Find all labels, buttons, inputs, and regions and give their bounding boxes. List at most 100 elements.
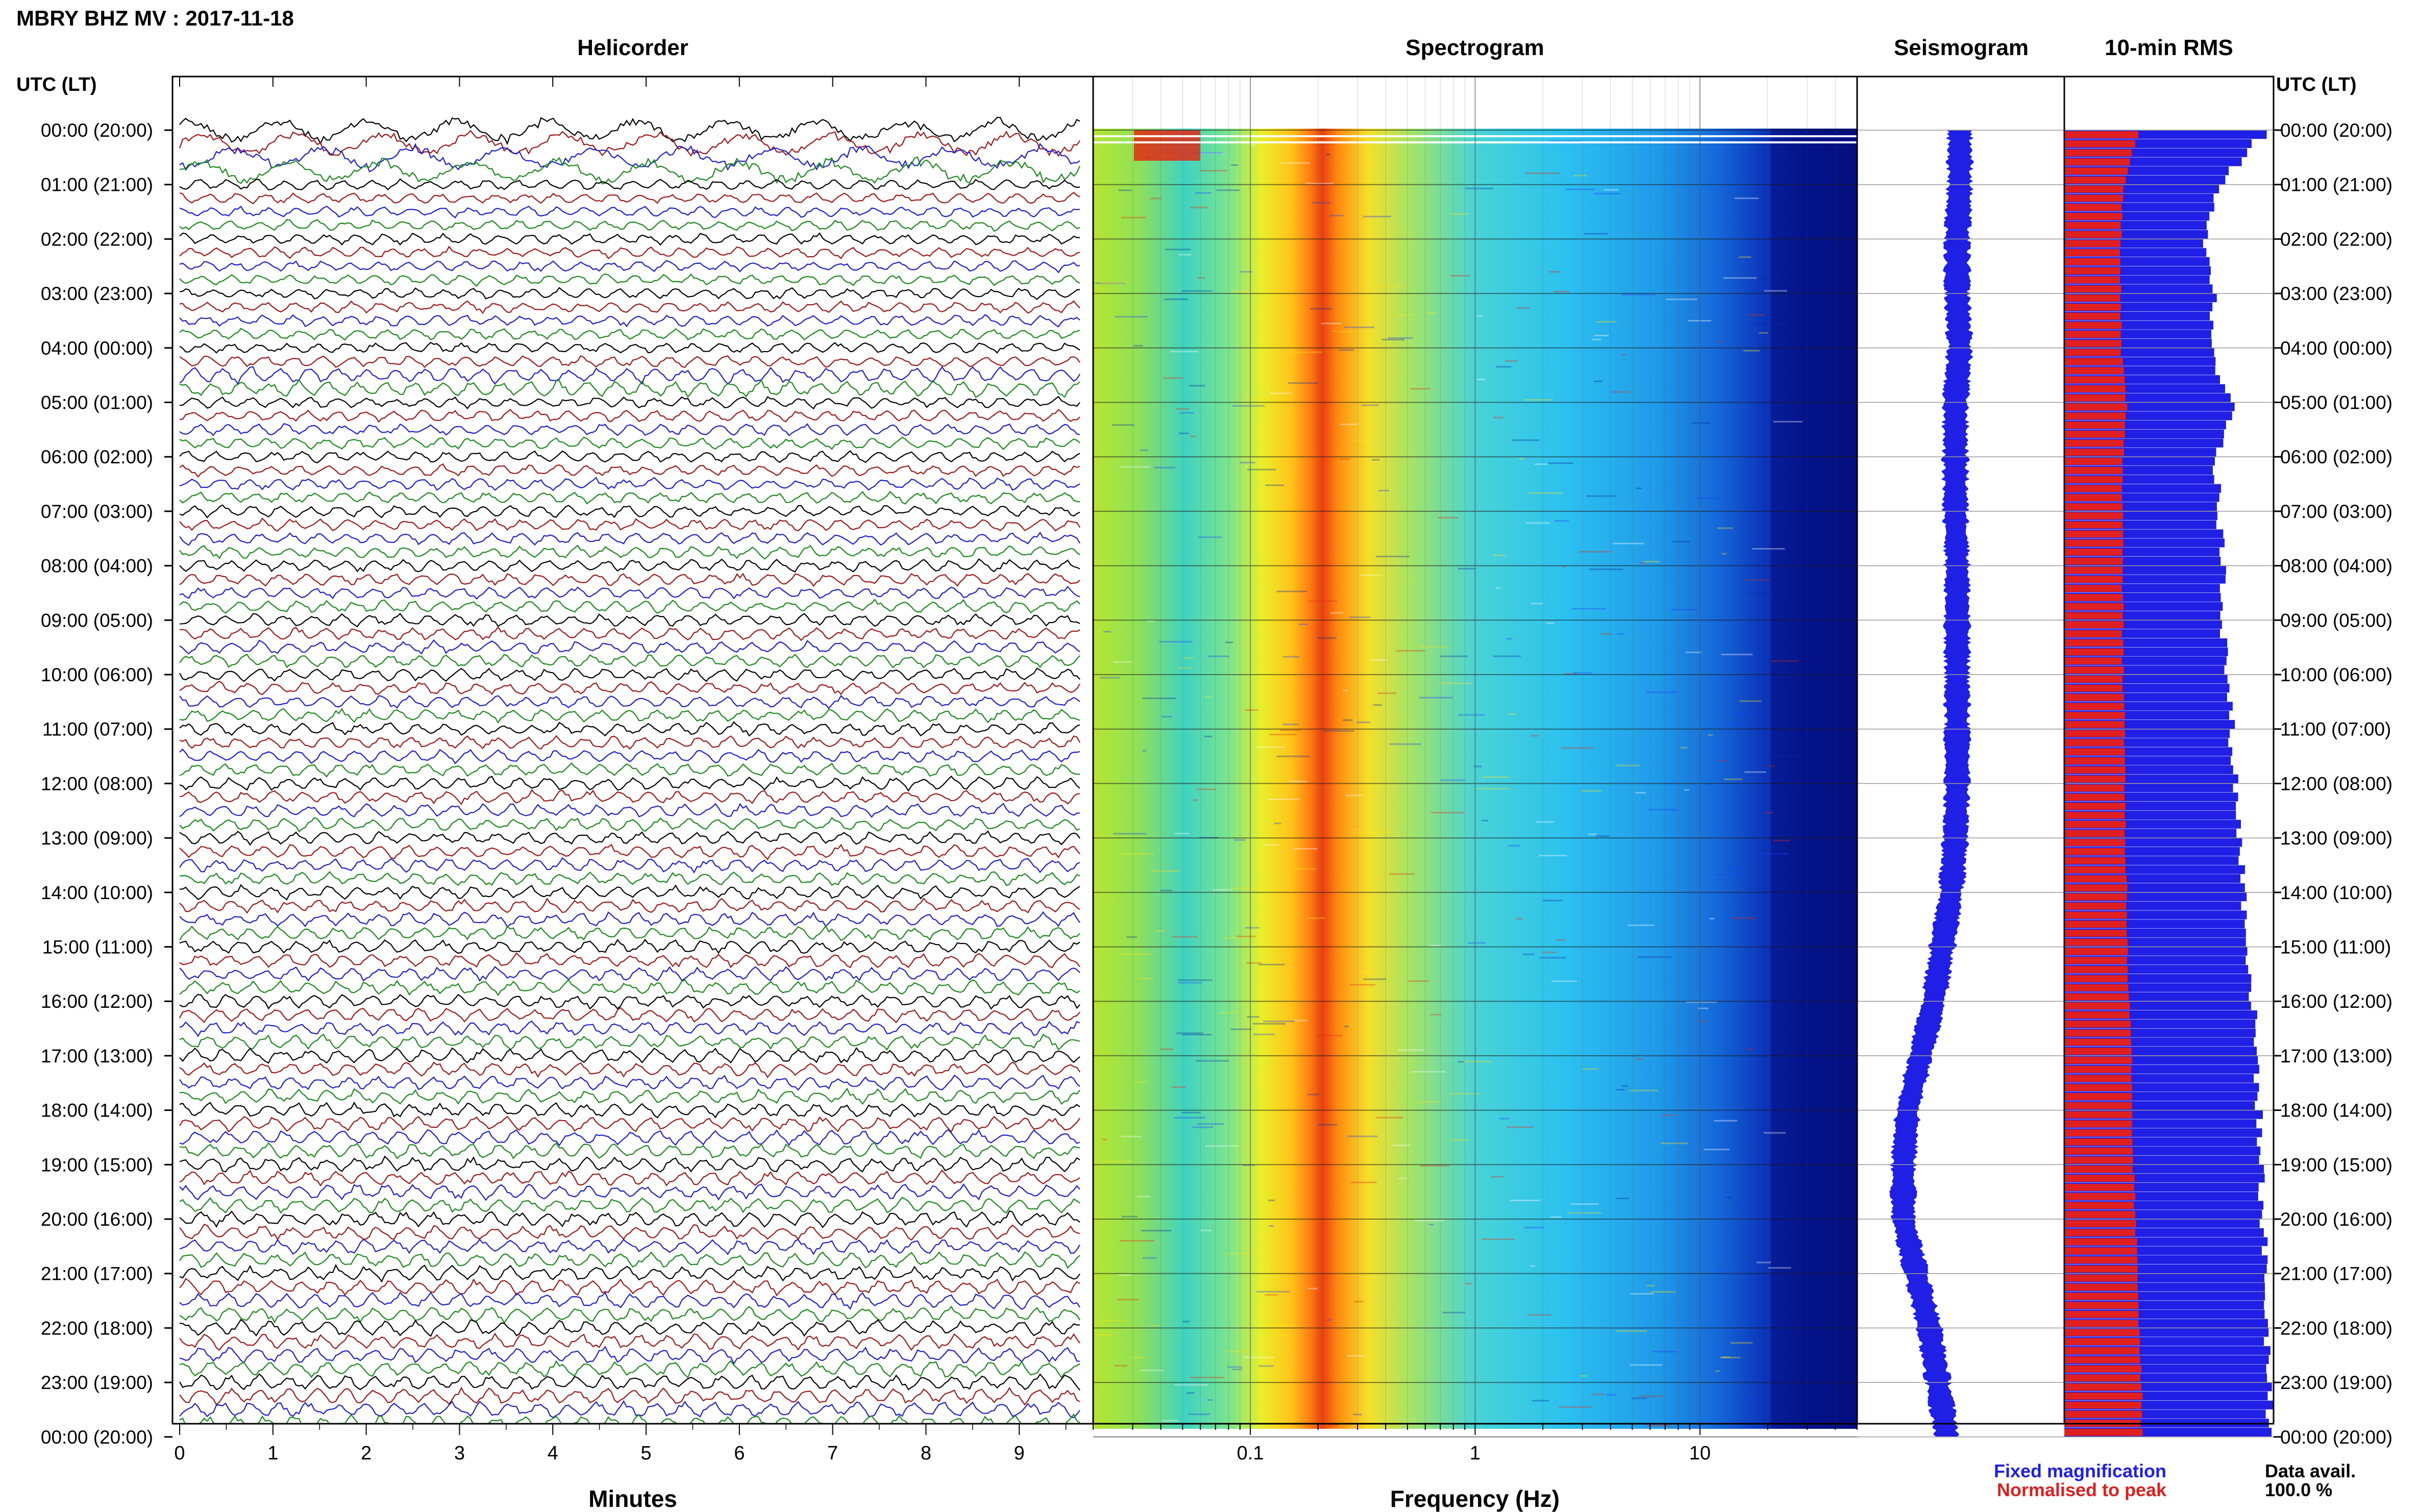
helicorder-trace xyxy=(179,287,1080,301)
minutes-tick-label: 6 xyxy=(734,1443,745,1464)
rms-bar-normalised xyxy=(2064,249,2120,256)
spectrogram-streak xyxy=(1331,330,1338,332)
spectrogram-streak xyxy=(1528,492,1563,494)
rms-bar-normalised xyxy=(2064,1338,2140,1345)
spectrogram-streak xyxy=(1419,646,1448,648)
spectrogram-streak xyxy=(1350,1181,1377,1183)
rms-bar-normalised xyxy=(2064,467,2123,474)
spectrogram-streak xyxy=(1739,256,1751,258)
spectrogram-streak xyxy=(1150,1325,1159,1326)
spectrogram-streak xyxy=(1103,631,1111,633)
minutes-tick-label: 2 xyxy=(361,1443,372,1464)
hour-label-right: 01:00 (21:00) xyxy=(2280,175,2392,195)
legend-fixed-magnification: Fixed magnification xyxy=(1994,1460,2166,1481)
rms-bar-normalised xyxy=(2064,866,2126,874)
spectrogram-streak xyxy=(1410,388,1430,390)
spectrogram-streak xyxy=(1536,821,1554,823)
rms-bar-normalised xyxy=(2064,929,2127,937)
spectrogram-streak xyxy=(1197,277,1205,279)
spectrogram-streak xyxy=(1398,1049,1424,1051)
spectrogram-streak xyxy=(1397,314,1414,316)
spectrogram-streak xyxy=(1593,380,1603,382)
spectrogram-streak xyxy=(1496,587,1500,589)
rms-bar-normalised xyxy=(2064,1166,2133,1173)
spectrogram-streak xyxy=(1720,1356,1741,1358)
spectrogram-streak xyxy=(1176,1032,1203,1034)
helicorder-trace xyxy=(179,490,1080,505)
rms-bar-normalised xyxy=(2064,1429,2143,1436)
rms-bar-normalised xyxy=(2064,213,2122,220)
spectrogram-streak xyxy=(1612,391,1630,393)
spectrogram-streak xyxy=(1556,939,1566,941)
spectrogram-streak xyxy=(1704,1149,1730,1151)
spectrogram-streak xyxy=(1258,963,1285,965)
spectrogram-streak xyxy=(1463,1060,1492,1062)
hour-label-left: 23:00 (19:00) xyxy=(41,1372,153,1393)
rms-bar-normalised xyxy=(2064,566,2123,574)
rms-bar-normalised xyxy=(2064,167,2128,175)
spectrogram-streak xyxy=(1329,215,1344,216)
spectrogram-streak xyxy=(1596,320,1616,323)
spectrogram-streak xyxy=(1230,1028,1252,1030)
spectrogram-streak xyxy=(1195,192,1212,194)
rms-bar-normalised xyxy=(2064,1302,2139,1309)
spectrogram-streak xyxy=(1141,1230,1172,1232)
spectrogram-streak xyxy=(1147,620,1155,622)
helicorder-trace xyxy=(179,871,1080,886)
spectrogram-streak xyxy=(1181,290,1213,292)
spectrogram-streak xyxy=(1122,853,1155,855)
spectrogram-streak xyxy=(1531,603,1543,605)
rms-bar-normalised xyxy=(2064,902,2127,910)
spectrogram-streak xyxy=(1317,1124,1337,1126)
rms-bar-normalised xyxy=(2064,231,2122,238)
helicorder-trace xyxy=(179,130,1080,157)
hour-labels-right: 00:00 (20:00) 01:00 (21:00) 02:00 (22:00) 0… xyxy=(2274,120,2392,1448)
hour-label-right: 03:00 (23:00) xyxy=(2280,283,2392,304)
spectrogram-streak xyxy=(1506,1126,1534,1128)
spectrogram-streak xyxy=(1631,1397,1647,1399)
spectrogram-streak xyxy=(1117,1299,1139,1301)
spectrogram-streak xyxy=(1119,1274,1132,1276)
rms-bar-normalised xyxy=(2064,1329,2140,1336)
spectrogram-streak xyxy=(1765,756,1800,758)
rms-bar-normalised xyxy=(2064,494,2122,502)
rms-bar-normalised xyxy=(2064,485,2122,492)
frequency-tick-label: 10 xyxy=(1689,1443,1711,1464)
hour-label-right: 02:00 (22:00) xyxy=(2280,229,2392,250)
spectrogram-streak xyxy=(1151,870,1180,872)
spectrogram-streak xyxy=(1686,1001,1717,1003)
helicorder-trace xyxy=(179,884,1080,901)
spectrogram-streak xyxy=(1378,490,1389,491)
spectrogram-streak xyxy=(1240,271,1252,273)
spectrogram-streak xyxy=(1770,660,1799,662)
spectrogram-streak xyxy=(1198,536,1222,538)
spectrogram-streak xyxy=(1256,1291,1290,1293)
spectrogram-streak xyxy=(1636,487,1642,489)
spectrogram-streak xyxy=(1293,848,1318,850)
rms-bar-normalised xyxy=(2064,639,2124,647)
frequency-axis-label: Frequency (Hz) xyxy=(1390,1485,1560,1512)
spectrogram-streak xyxy=(1586,495,1616,497)
helicorder-trace xyxy=(179,708,1080,724)
spectrogram-streak xyxy=(1161,889,1172,891)
spectrogram-streak xyxy=(1595,835,1610,837)
spectrogram-streak xyxy=(1112,424,1134,426)
helicorder-trace xyxy=(179,897,1080,914)
spectrogram-streak xyxy=(1754,324,1789,326)
spectrogram-streak xyxy=(1190,152,1224,154)
helicorder-trace xyxy=(179,409,1080,423)
spectrogram-streak xyxy=(1630,1364,1663,1366)
spectrogram-streak xyxy=(1165,249,1191,251)
spectrogram-streak xyxy=(1186,1392,1195,1394)
spectrogram-streak xyxy=(1546,622,1554,624)
spectrogram-streak xyxy=(1246,399,1260,401)
spectrogram-streak xyxy=(1527,1314,1551,1316)
rms-bars xyxy=(2064,130,2274,1437)
rms-bar-normalised xyxy=(2064,739,2125,747)
helicorder-trace xyxy=(179,599,1080,614)
helicorder-trace xyxy=(179,735,1080,750)
rms-bar-normalised xyxy=(2064,1247,2137,1255)
hour-label-left: 06:00 (02:00) xyxy=(41,447,153,467)
spectrogram-streak xyxy=(1197,1123,1224,1125)
spectrogram-streak xyxy=(1452,1139,1469,1141)
